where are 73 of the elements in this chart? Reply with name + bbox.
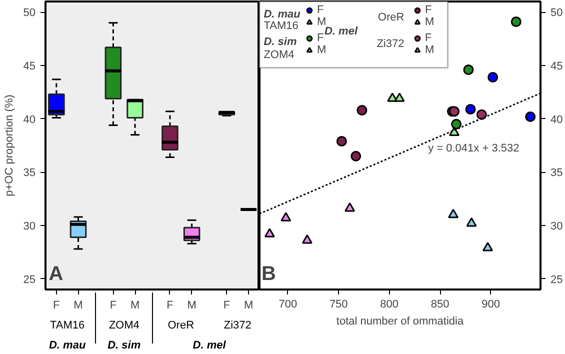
text: D. sim [108,340,141,352]
x-tick-label: 900 [482,298,500,310]
point [344,202,356,212]
y-tick-label: 30 [23,220,36,232]
annotation: TAM16 [264,20,298,32]
x-tick-label: 700 [278,298,298,310]
annotation: B [262,263,276,286]
x-tick-label: 800 [380,298,399,310]
point [387,92,398,102]
point [466,217,477,227]
point [448,208,459,218]
x-tick-label: M [187,300,196,312]
x-tick-label: M [244,300,254,312]
legend-label: F [425,4,433,16]
y-tick-label: 25 [550,274,563,286]
annotation: y = 0.041x + 3.532 [428,142,520,154]
y-tick-label: 40 [550,114,563,126]
point [280,212,292,222]
y-tick-label: 35 [23,167,36,180]
point [476,109,487,120]
point [264,228,275,238]
legend-label: F [317,4,325,16]
point [356,105,368,116]
point [336,136,347,146]
text: ZOM4 [108,320,140,332]
point [449,106,460,117]
y-tick-label: 30 [550,220,563,232]
annotation: ZOM4 [264,48,294,61]
x-tick-label: F [166,300,174,312]
point [350,150,362,162]
point [482,242,493,252]
legend-label: M [317,44,328,56]
legend-label: M [425,44,436,56]
point [394,92,405,102]
x-tick-label: 750 [329,298,348,310]
legend-label: M [425,16,436,28]
text: OreR [168,320,194,332]
point [451,118,462,130]
y-tick-label: 40 [23,114,36,126]
text: Zi372 [224,320,252,332]
x-tick-label: M [130,300,140,312]
y-tick-label: 45 [550,60,563,72]
text: D. mel [192,340,227,352]
x-tick-label: F [110,300,117,312]
annotation: A [48,263,64,286]
x-tick-label: F [53,300,60,312]
text: D. mau [49,340,86,352]
x-tick-label: 850 [430,298,450,310]
y-tick-label: 50 [550,7,563,20]
annotation: D. mau [264,8,301,20]
annotation: OreR [378,12,404,24]
point [449,126,460,136]
annotation: D. sim [264,36,297,48]
point [525,111,536,122]
y-tick-label: 45 [23,60,36,72]
y-tick-label: 25 [23,274,36,286]
point [302,234,312,244]
x-tick-label: M [74,300,83,312]
point [510,16,522,28]
text: TAM16 [50,320,85,332]
point [465,104,476,114]
legend-label: M [317,16,326,28]
annotation: D. mel [324,25,358,38]
x-tick-label: F [223,300,230,312]
legend-label: F [317,32,324,44]
x-axis-title: total number of ommatidia [336,316,464,328]
annotation: Zi372 [376,38,404,50]
point [463,64,474,76]
y-axis-title: p+OC proportion (%) [3,94,16,196]
legend-label: F [425,32,433,44]
point [488,72,498,82]
y-tick-label: 35 [550,167,563,180]
y-tick-label: 50 [23,7,36,20]
